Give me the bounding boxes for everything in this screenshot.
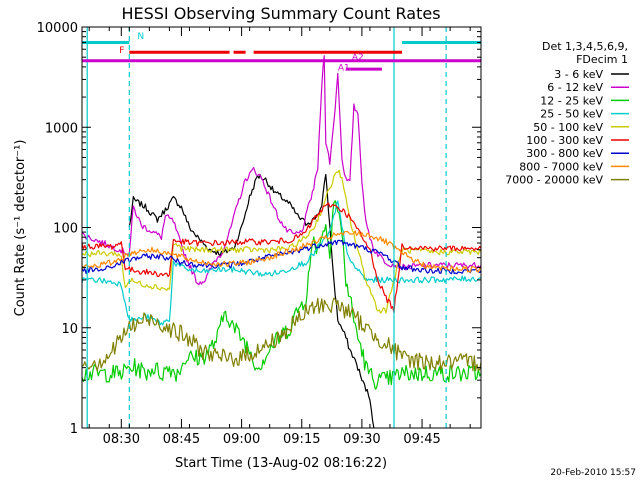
legend-label: 100 - 300 keV <box>526 134 603 147</box>
x-tick-label: 09:45 <box>403 432 440 447</box>
y-tick-label: 1 <box>70 422 78 437</box>
y-tick-label: 10 <box>61 322 78 337</box>
flag-label: N <box>137 32 144 42</box>
series-line <box>128 173 375 428</box>
y-tick-label: 10000 <box>37 21 78 36</box>
legend-label: 7000 - 20000 keV <box>505 174 603 187</box>
flag-label: A1 <box>338 63 350 73</box>
series-line <box>82 202 481 314</box>
legend-label: 300 - 800 keV <box>526 147 603 160</box>
series-line <box>82 239 481 275</box>
y-tick-label: 100 <box>53 222 78 237</box>
legend-label: 12 - 25 keV <box>540 94 603 107</box>
y-tick-label: 1000 <box>45 121 78 136</box>
series-line <box>82 230 481 273</box>
x-tick-label: 08:30 <box>103 432 140 447</box>
legend-header-line: FDecim 1 <box>576 53 628 66</box>
series-line <box>82 200 481 390</box>
footer-timestamp: 20-Feb-2010 15:57 <box>550 468 636 478</box>
legend-label: 3 - 6 keV <box>554 68 603 81</box>
y-axis-label: Count Rate (s⁻¹ detector⁻¹) <box>13 140 28 317</box>
legend-label: 800 - 7000 keV <box>519 160 603 173</box>
x-tick-label: 09:15 <box>283 432 320 447</box>
chart-title: HESSI Observing Summary Count Rates <box>121 4 440 23</box>
x-axis-label: Start Time (13-Aug-02 08:16:22) <box>175 456 387 471</box>
series-line <box>82 200 481 326</box>
flag-label: A2 <box>352 53 364 63</box>
flag-label: F <box>119 46 124 56</box>
x-tick-label: 09:00 <box>223 432 260 447</box>
series-line <box>82 55 481 286</box>
legend-label: 25 - 50 keV <box>540 108 603 121</box>
series-line <box>82 297 481 372</box>
legend-label: 50 - 100 keV <box>533 121 603 134</box>
legend-label: 6 - 12 keV <box>547 81 603 94</box>
x-tick-label: 08:45 <box>163 432 200 447</box>
legend-header-line: Det 1,3,4,5,6,9, <box>542 40 628 53</box>
series-line <box>82 169 481 314</box>
x-tick-label: 09:30 <box>343 432 380 447</box>
